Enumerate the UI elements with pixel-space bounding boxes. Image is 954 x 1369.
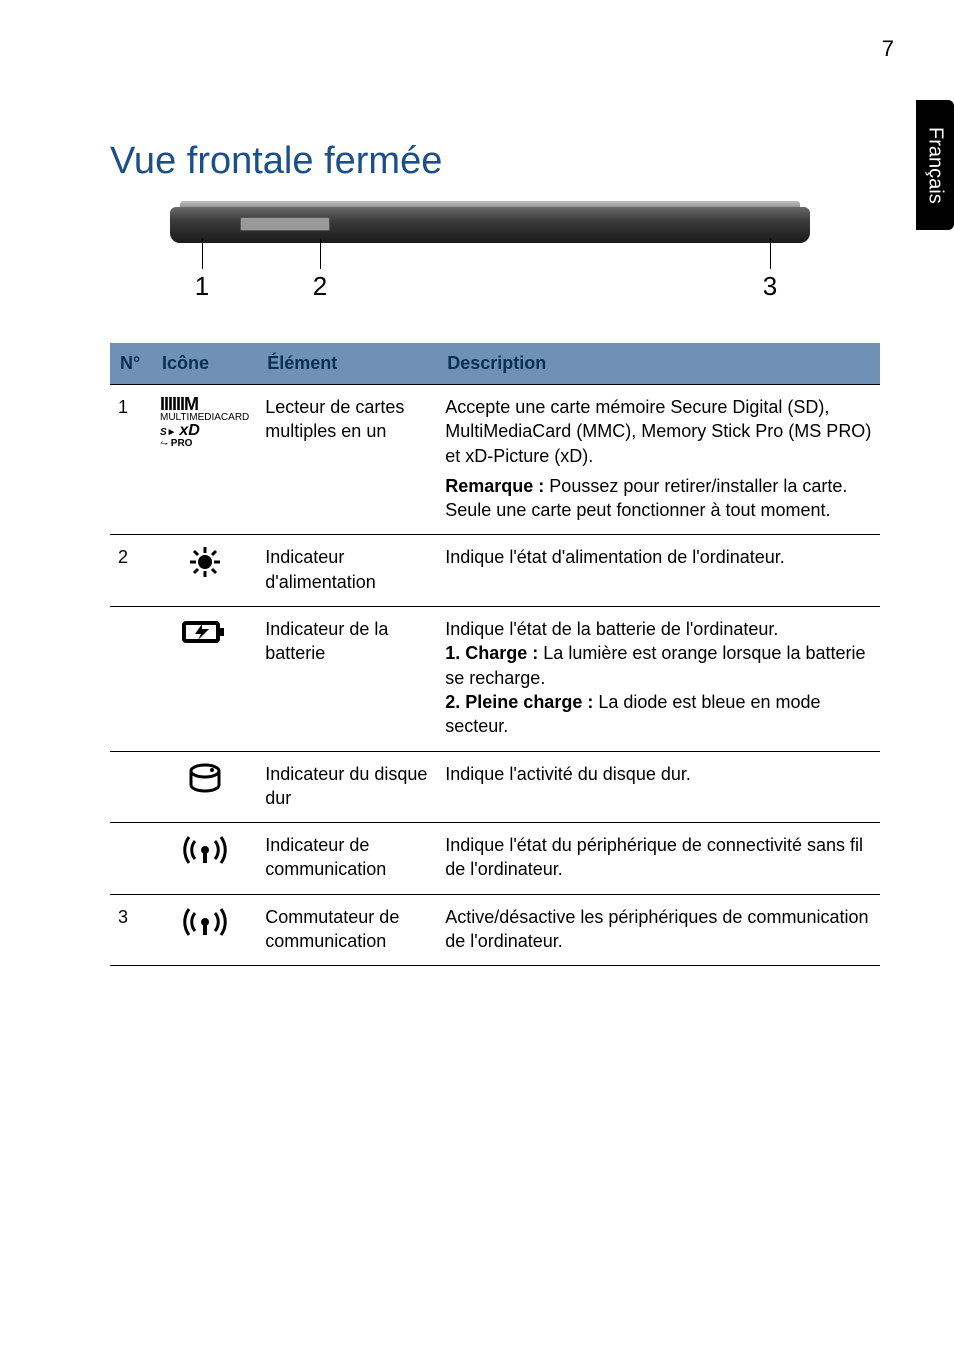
callout-2: 2	[313, 271, 327, 302]
cell-desc: Indique l'état d'alimentation de l'ordin…	[437, 535, 880, 607]
cell-desc: Active/désactive les périphériques de co…	[437, 894, 880, 966]
wireless-switch-icon	[152, 894, 257, 966]
pro-label: PRO	[171, 438, 193, 449]
callout-3: 3	[763, 271, 777, 302]
cell-number: 3	[110, 894, 152, 966]
card-logos-icon: IIIIIIM MULTIMEDIACARD S► xD ⥊ PRO	[152, 385, 257, 535]
cell-element: Indicateur d'alimentation	[257, 535, 437, 607]
battery-icon	[152, 607, 257, 751]
cell-number: 2	[110, 535, 152, 607]
table-head-row: N° Icône Élément Description	[110, 343, 880, 385]
hdd-icon	[152, 751, 257, 823]
th-desc: Description	[437, 343, 880, 385]
page-content: Vue frontale fermée 1 2 3 N° Icône Éléme…	[110, 140, 880, 966]
language-tab: Français	[916, 100, 954, 230]
cell-element: Indicateur du disque dur	[257, 751, 437, 823]
callout-1: 1	[195, 271, 209, 302]
cell-desc: Indique l'état du périphérique de connec…	[437, 823, 880, 895]
th-element: Élément	[257, 343, 437, 385]
desc-line: Accepte une carte mémoire Secure Digital…	[445, 395, 872, 468]
front-view-diagram: 1 2 3	[170, 201, 810, 315]
page-number: 7	[882, 36, 894, 62]
cell-element: Lecteur de cartes multiples en un	[257, 385, 437, 535]
cell-desc: Accepte une carte mémoire Secure Digital…	[437, 385, 880, 535]
wireless-icon	[152, 823, 257, 895]
diagram-callouts: 1 2 3	[170, 255, 810, 315]
table-row: 3 Commutateur de communication Active/dé…	[110, 894, 880, 966]
table-row: 2	[110, 535, 880, 607]
power-icon	[152, 535, 257, 607]
table-row: Indicateur du disque dur Indique l'activ…	[110, 751, 880, 823]
table-row: 1 IIIIIIM MULTIMEDIACARD S► xD ⥊ PRO Lec…	[110, 385, 880, 535]
table-row: Indicateur de la batterie Indique l'état…	[110, 607, 880, 751]
desc-line: Indique l'état de la batterie de l'ordin…	[445, 617, 872, 641]
cell-element: Indicateur de la batterie	[257, 607, 437, 751]
desc-line: 1. Charge : La lumière est orange lorsqu…	[445, 641, 872, 690]
cell-number: 1	[110, 385, 152, 535]
desc-line: 2. Pleine charge : La diode est bleue en…	[445, 690, 872, 739]
page-title: Vue frontale fermée	[110, 140, 880, 183]
cell-element: Commutateur de communication	[257, 894, 437, 966]
laptop-edge-illustration	[170, 201, 810, 255]
fullcharge-label: 2. Pleine charge :	[445, 692, 593, 712]
cell-desc: Indique l'activité du disque dur.	[437, 751, 880, 823]
th-icon: Icône	[152, 343, 257, 385]
mmc-label: MULTIMEDIACARD	[160, 413, 249, 423]
th-number: N°	[110, 343, 152, 385]
spec-table: N° Icône Élément Description 1 IIIIIIM M…	[110, 343, 880, 966]
remark-label: Remarque :	[445, 476, 544, 496]
cell-element: Indicateur de communication	[257, 823, 437, 895]
desc-line: Remarque : Poussez pour retirer/installe…	[445, 474, 872, 523]
table-row: Indicateur de communication Indique l'ét…	[110, 823, 880, 895]
cell-desc: Indique l'état de la batterie de l'ordin…	[437, 607, 880, 751]
charge-label: 1. Charge :	[445, 643, 538, 663]
